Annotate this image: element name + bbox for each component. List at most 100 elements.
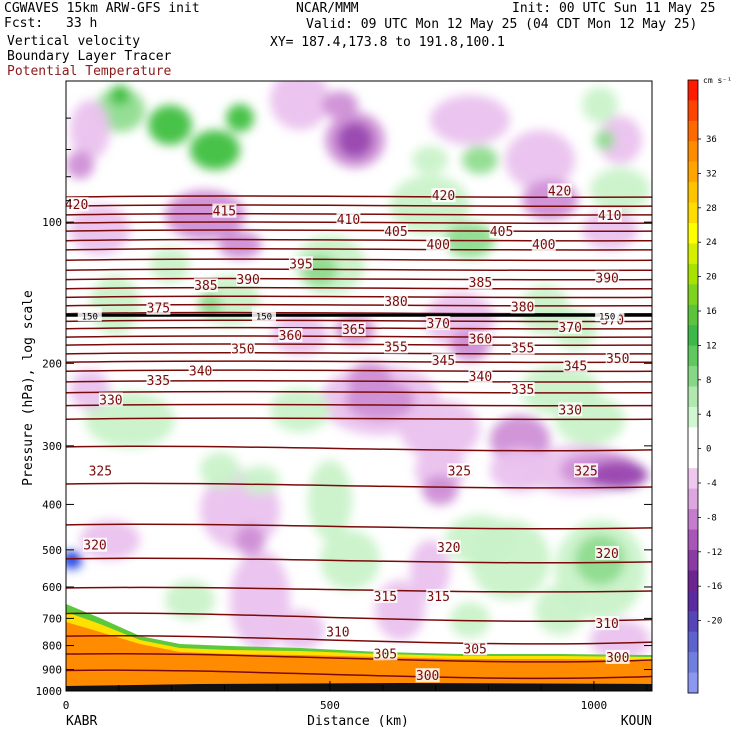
theta-label: 350 bbox=[606, 352, 629, 367]
colorbar-frame bbox=[687, 79, 699, 694]
y-axis-title: Pressure (hPa), log scale bbox=[21, 290, 36, 486]
colorbar-swatch bbox=[688, 284, 698, 306]
theta-label: 380 bbox=[511, 300, 534, 315]
theta-label: 370 bbox=[426, 317, 449, 332]
theta-contour bbox=[66, 335, 652, 339]
init-time: Init: 00 UTC Sun 11 May 25 bbox=[512, 1, 716, 16]
theta-label: 300 bbox=[606, 651, 629, 666]
theta-label-bg bbox=[288, 256, 313, 271]
colorbar-label: -12 bbox=[706, 548, 722, 558]
theta-contour bbox=[66, 268, 652, 272]
colorbar-swatch bbox=[688, 263, 698, 285]
theta-label-bg bbox=[278, 328, 303, 343]
theta-label-bg bbox=[597, 207, 622, 222]
theta-label-bg bbox=[605, 351, 630, 366]
pv-label-bg bbox=[77, 307, 102, 322]
y-tick-label: 200 bbox=[42, 357, 62, 370]
theta-label-bg bbox=[373, 588, 398, 603]
updraft-cell bbox=[165, 190, 245, 240]
colorbar-swatch bbox=[688, 182, 698, 204]
y-tick-label: 400 bbox=[42, 498, 62, 511]
colorbar-label: -16 bbox=[706, 582, 722, 592]
theta-contour bbox=[66, 351, 652, 355]
theta-label: 410 bbox=[598, 209, 621, 224]
theta-label-bg bbox=[558, 319, 583, 334]
colorbar-swatch bbox=[688, 509, 698, 531]
theta-label-bg bbox=[447, 463, 472, 478]
colorbar-swatch bbox=[688, 447, 698, 469]
theta-label-bg bbox=[383, 293, 408, 308]
theta-label-bg bbox=[605, 649, 630, 664]
downdraft-core bbox=[66, 551, 82, 569]
theta-label: 360 bbox=[279, 329, 302, 344]
colorbar-label: 4 bbox=[706, 410, 711, 420]
colorbar-swatch bbox=[688, 427, 698, 449]
theta-label: 400 bbox=[532, 238, 555, 253]
theta-label-bg bbox=[336, 212, 361, 227]
theta-label: 385 bbox=[194, 279, 217, 294]
theta-label: 320 bbox=[437, 541, 460, 556]
y-tick-label: 600 bbox=[42, 581, 62, 594]
theta-label-bg bbox=[146, 300, 171, 315]
theta-label: 310 bbox=[595, 617, 618, 632]
model-title: CGWAVES 15km ARW-GFS init bbox=[4, 1, 200, 16]
colorbar-label: 28 bbox=[706, 204, 717, 214]
updraft-cell bbox=[200, 452, 240, 488]
colorbar-swatch bbox=[688, 406, 698, 428]
x-tick-label: 1000 bbox=[581, 699, 608, 712]
colorbar-swatch bbox=[688, 345, 698, 367]
theta-label: 420 bbox=[432, 189, 455, 204]
theta-label: 420 bbox=[548, 184, 571, 199]
theta-contour bbox=[66, 445, 652, 452]
colorbar-label: -8 bbox=[706, 513, 717, 523]
theta-label-bg bbox=[431, 353, 456, 368]
theta-label: 305 bbox=[374, 647, 397, 662]
theta-label: 325 bbox=[89, 464, 112, 479]
theta-label: 420 bbox=[65, 198, 88, 213]
updraft-cell bbox=[590, 168, 650, 212]
colorbar-swatch bbox=[688, 202, 698, 224]
theta-label: 400 bbox=[426, 238, 449, 253]
theta-label-bg bbox=[146, 372, 171, 387]
colorbar-swatch bbox=[688, 611, 698, 633]
colorbar-label: -4 bbox=[706, 479, 717, 489]
theta-label: 345 bbox=[432, 354, 455, 369]
theta-label: 325 bbox=[448, 464, 471, 479]
pv-label-bg bbox=[251, 307, 276, 322]
updraft-cell bbox=[422, 475, 458, 505]
theta-contour bbox=[66, 204, 652, 208]
theta-label: 305 bbox=[463, 642, 486, 657]
updraft-cell bbox=[218, 231, 262, 259]
theta-contour bbox=[66, 417, 652, 421]
colorbar-swatch bbox=[688, 161, 698, 183]
updraft-cell bbox=[462, 146, 498, 174]
colorbar-swatch bbox=[688, 243, 698, 265]
theta-contour bbox=[66, 482, 652, 489]
y-axis: 100 200 300 400 500 600 700 800 900 1000 bbox=[36, 117, 652, 698]
theta-label: 335 bbox=[147, 374, 170, 389]
theta-label: 380 bbox=[384, 295, 407, 310]
theta-label-bg bbox=[88, 463, 113, 478]
theta-label-bg bbox=[230, 341, 255, 356]
theta-contour bbox=[66, 286, 652, 290]
colorbar-swatch bbox=[688, 549, 698, 571]
colorbar-swatch bbox=[688, 304, 698, 326]
theta-label-bg bbox=[325, 624, 350, 639]
theta-label-bg bbox=[558, 402, 583, 417]
updraft-cell bbox=[230, 550, 290, 650]
cross-section-coords: XY= 187.4,173.8 to 191.8,100.1 bbox=[270, 35, 505, 50]
pv-label: 150 bbox=[256, 312, 272, 322]
theta-contour bbox=[66, 379, 652, 383]
colorbar-label: 36 bbox=[706, 135, 717, 145]
theta-label: 375 bbox=[147, 302, 170, 317]
theta-label-bg bbox=[383, 224, 408, 239]
theta-label-bg bbox=[510, 299, 535, 314]
colorbar-swatch bbox=[688, 488, 698, 510]
colorbar-swatch bbox=[688, 590, 698, 612]
theta-label-bg bbox=[510, 381, 535, 396]
x-axis-title: Distance (km) bbox=[307, 714, 409, 729]
theta-label: 345 bbox=[564, 359, 587, 374]
theta-contour bbox=[66, 303, 652, 307]
theta-label: 360 bbox=[469, 333, 492, 348]
theta-contour bbox=[66, 258, 652, 262]
